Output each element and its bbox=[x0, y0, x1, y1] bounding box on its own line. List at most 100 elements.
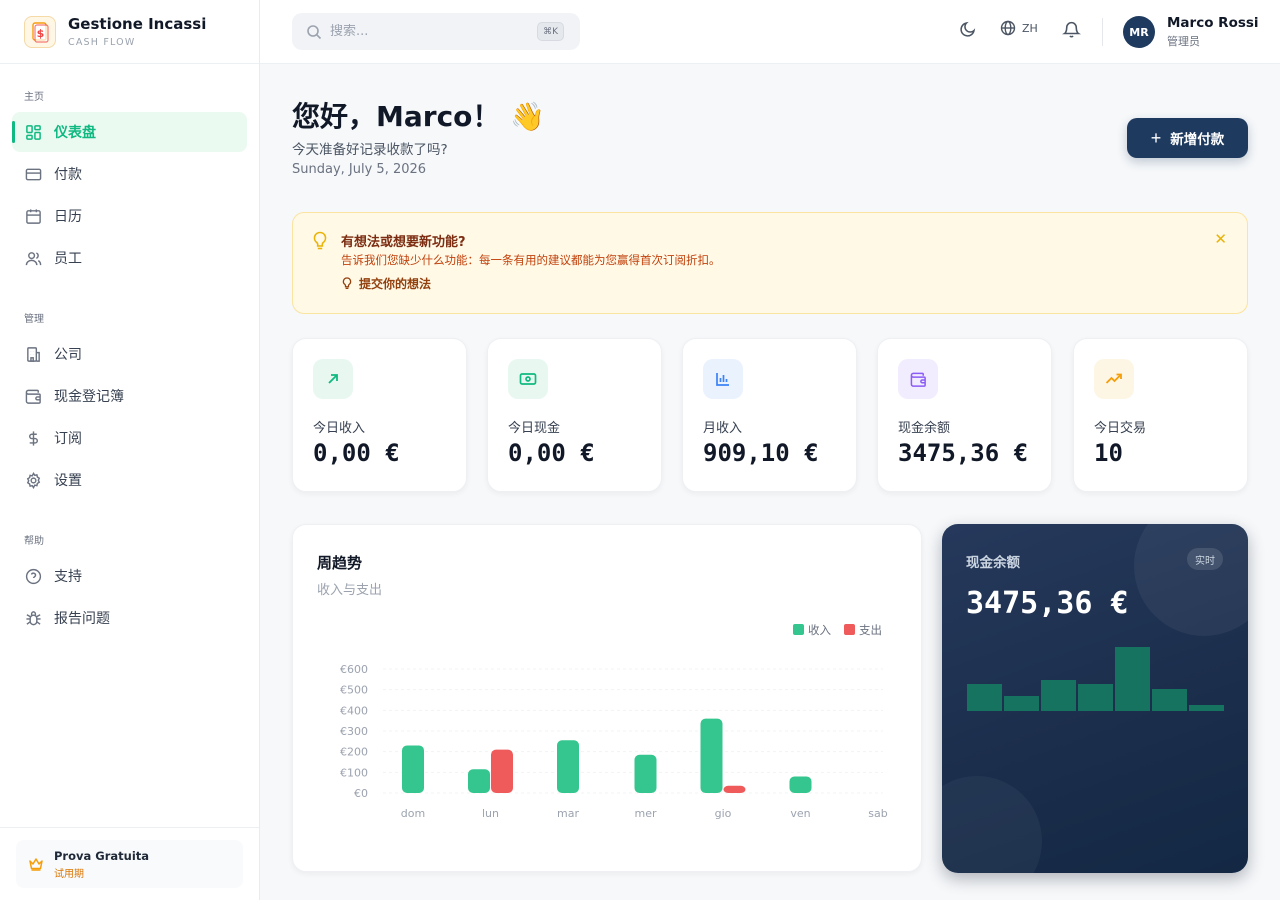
sidebar-item-label: 付款 bbox=[54, 167, 82, 183]
cash-card-value: 3475,36 € bbox=[966, 586, 1129, 621]
sidebar-item-label: 日历 bbox=[54, 209, 82, 225]
stat-label: 月收入 bbox=[703, 421, 743, 436]
top-header: ⌘K ZH MR Marco Rossi 管理员 bbox=[260, 0, 1280, 64]
language-label: ZH bbox=[1022, 21, 1038, 35]
sidebar-item-cash-register[interactable]: 现金登记簿 bbox=[12, 376, 247, 416]
cash-bar bbox=[1041, 680, 1076, 711]
stat-label: 今日现金 bbox=[508, 421, 561, 436]
x-tick-label: dom bbox=[401, 807, 425, 820]
sidebar-item-label: 员工 bbox=[54, 251, 82, 267]
submit-idea-link[interactable]: 提交你的想法 bbox=[341, 275, 431, 292]
sidebar-item-label: 公司 bbox=[54, 347, 82, 363]
stat-value: 0,00 € bbox=[508, 439, 595, 467]
cash-bar bbox=[1115, 647, 1150, 711]
help-circle-icon bbox=[24, 567, 42, 585]
close-icon[interactable]: ✕ bbox=[1214, 230, 1227, 248]
trial-badge[interactable]: Prova Gratuita 试用期 bbox=[16, 840, 243, 888]
sidebar-item-support[interactable]: 支持 bbox=[12, 556, 247, 596]
stat-label: 今日收入 bbox=[313, 421, 366, 436]
legend-label: 支出 bbox=[859, 623, 882, 637]
stat-card-monthly-income[interactable]: 月收入 909,10 € bbox=[682, 338, 857, 492]
lightbulb-icon bbox=[341, 277, 353, 290]
stat-card-cash-balance[interactable]: 现金余额 3475,36 € bbox=[877, 338, 1052, 492]
chart-bar-income[interactable] bbox=[789, 776, 812, 793]
legend-swatch bbox=[793, 624, 804, 635]
card-icon bbox=[24, 165, 42, 183]
y-tick-label: €600 bbox=[340, 663, 368, 676]
trending-up-icon bbox=[1094, 359, 1134, 399]
language-button[interactable]: ZH bbox=[1000, 20, 1038, 36]
y-tick-label: €100 bbox=[340, 766, 368, 779]
feature-request-banner: 有想法或想要新功能? 告诉我们您缺少什么功能：每一条有用的建议都能为您赢得首次订… bbox=[292, 212, 1248, 314]
y-tick-label: €300 bbox=[340, 725, 368, 738]
wallet-icon bbox=[24, 387, 42, 405]
logo-icon: $ bbox=[24, 15, 56, 48]
brand-subtitle: CASH FLOW bbox=[68, 37, 136, 48]
section-label-home: 主页 bbox=[24, 92, 44, 103]
x-tick-label: mer bbox=[634, 807, 656, 820]
building-icon bbox=[24, 345, 42, 363]
stat-card-today-transactions[interactable]: 今日交易 10 bbox=[1073, 338, 1248, 492]
chart-bar-income[interactable] bbox=[700, 718, 723, 793]
theme-toggle-button[interactable] bbox=[959, 20, 977, 38]
chart-bar-income[interactable] bbox=[634, 754, 657, 793]
submit-idea-label: 提交你的想法 bbox=[359, 277, 432, 291]
stat-label: 今日交易 bbox=[1094, 421, 1147, 436]
users-icon bbox=[24, 249, 42, 267]
chart-bar-expense[interactable] bbox=[491, 749, 513, 793]
stat-card-today-cash[interactable]: 今日现金 0,00 € bbox=[487, 338, 662, 492]
sidebar-item-calendar[interactable]: 日历 bbox=[12, 196, 247, 236]
wallet-icon bbox=[898, 359, 938, 399]
sidebar-item-companies[interactable]: 公司 bbox=[12, 334, 247, 374]
bell-icon bbox=[1062, 20, 1081, 39]
chart-bar-income[interactable] bbox=[468, 769, 490, 793]
weekly-trend-chart: €600 €500 €400 €300 €200 €100 €0 dom lun mar mer gi… bbox=[340, 623, 888, 820]
stat-value: 0,00 € bbox=[313, 439, 400, 467]
sidebar-item-payments[interactable]: 付款 bbox=[12, 154, 247, 194]
stat-card-today-income[interactable]: 今日收入 0,00 € bbox=[292, 338, 467, 492]
arrow-up-right-icon bbox=[313, 359, 353, 399]
sidebar-item-label: 现金登记簿 bbox=[54, 389, 124, 405]
sidebar-item-dashboard[interactable]: 仪表盘 bbox=[12, 112, 247, 152]
x-tick-label: sab bbox=[868, 807, 887, 820]
sidebar-item-report-issue[interactable]: 报告问题 bbox=[12, 598, 247, 638]
y-tick-label: €500 bbox=[340, 684, 368, 697]
search-input[interactable] bbox=[330, 24, 520, 39]
chart-bar-expense[interactable] bbox=[723, 785, 746, 793]
globe-icon bbox=[1000, 20, 1016, 36]
sidebar-item-subscription[interactable]: 订阅 bbox=[12, 418, 247, 458]
cash-bar bbox=[1078, 684, 1113, 711]
user-name[interactable]: Marco Rossi bbox=[1167, 15, 1259, 31]
y-tick-label: €200 bbox=[340, 746, 368, 759]
calendar-icon bbox=[24, 207, 42, 225]
x-tick-label: ven bbox=[790, 807, 810, 820]
cash-bar bbox=[1189, 705, 1224, 711]
brand-title: Gestione Incassi bbox=[68, 15, 207, 33]
sidebar-item-settings[interactable]: 设置 bbox=[12, 460, 247, 500]
search-icon bbox=[306, 24, 322, 40]
cash-sparkline-chart bbox=[967, 647, 1224, 711]
search-bar[interactable]: ⌘K bbox=[292, 13, 580, 50]
y-tick-label: €400 bbox=[340, 704, 368, 717]
chart-bar-income[interactable] bbox=[402, 745, 424, 793]
stat-value: 10 bbox=[1094, 439, 1123, 467]
page-title: 您好，Marco！ 👋 bbox=[292, 100, 546, 133]
banner-title: 有想法或想要新功能? bbox=[341, 235, 466, 250]
notifications-button[interactable] bbox=[1062, 20, 1081, 39]
avatar[interactable]: MR bbox=[1123, 16, 1155, 48]
x-tick-label: lun bbox=[482, 807, 499, 820]
chart-bar-income[interactable] bbox=[557, 740, 579, 793]
banner-text: 告诉我们您缺少什么功能：每一条有用的建议都能为您赢得首次订阅折扣。 bbox=[341, 253, 721, 267]
cash-bar bbox=[1152, 689, 1187, 711]
cash-card-title: 现金余额 bbox=[966, 555, 1020, 571]
new-payment-button[interactable]: + 新增付款 bbox=[1127, 118, 1248, 158]
new-payment-label: 新增付款 bbox=[1170, 132, 1225, 147]
legend-swatch bbox=[844, 624, 855, 635]
sidebar-item-label: 报告问题 bbox=[54, 611, 110, 627]
sidebar-item-employees[interactable]: 员工 bbox=[12, 238, 247, 278]
legend-label: 收入 bbox=[808, 623, 831, 637]
gear-icon bbox=[24, 471, 42, 489]
cash-balance-card[interactable]: 现金余额 实时 3475,36 € bbox=[942, 524, 1248, 873]
brand[interactable]: $ Gestione Incassi CASH FLOW bbox=[0, 0, 259, 64]
y-tick-label: €0 bbox=[354, 787, 368, 800]
